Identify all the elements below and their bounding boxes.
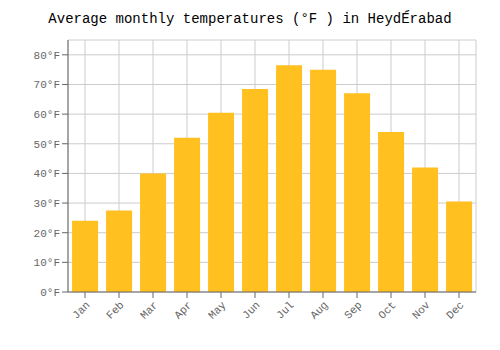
svg-text:Jul: Jul bbox=[274, 299, 296, 321]
svg-text:Jan: Jan bbox=[70, 299, 92, 321]
svg-text:May: May bbox=[206, 299, 229, 322]
svg-text:Jun: Jun bbox=[240, 299, 262, 321]
svg-text:30°F: 30°F bbox=[34, 198, 60, 210]
svg-text:0°F: 0°F bbox=[40, 287, 60, 299]
svg-text:20°F: 20°F bbox=[34, 228, 60, 240]
svg-text:70°F: 70°F bbox=[34, 79, 60, 91]
svg-text:Aug: Aug bbox=[308, 299, 330, 321]
svg-text:Feb: Feb bbox=[104, 299, 126, 321]
svg-text:40°F: 40°F bbox=[34, 168, 60, 180]
svg-text:60°F: 60°F bbox=[34, 109, 60, 121]
svg-text:Nov: Nov bbox=[410, 299, 433, 322]
html-text:Average monthly temperatures (: Average monthly temperatures (°F ) in He… bbox=[48, 11, 452, 27]
svg-text:10°F: 10°F bbox=[34, 257, 60, 269]
svg-text:50°F: 50°F bbox=[34, 139, 60, 151]
svg-text:Oct: Oct bbox=[376, 299, 398, 321]
svg-text:Dec: Dec bbox=[444, 299, 466, 321]
svg-text:Mar: Mar bbox=[138, 299, 160, 321]
svg-text:80°F: 80°F bbox=[34, 50, 60, 62]
svg-text:Apr: Apr bbox=[172, 299, 194, 321]
svg-text:Sep: Sep bbox=[342, 299, 364, 321]
